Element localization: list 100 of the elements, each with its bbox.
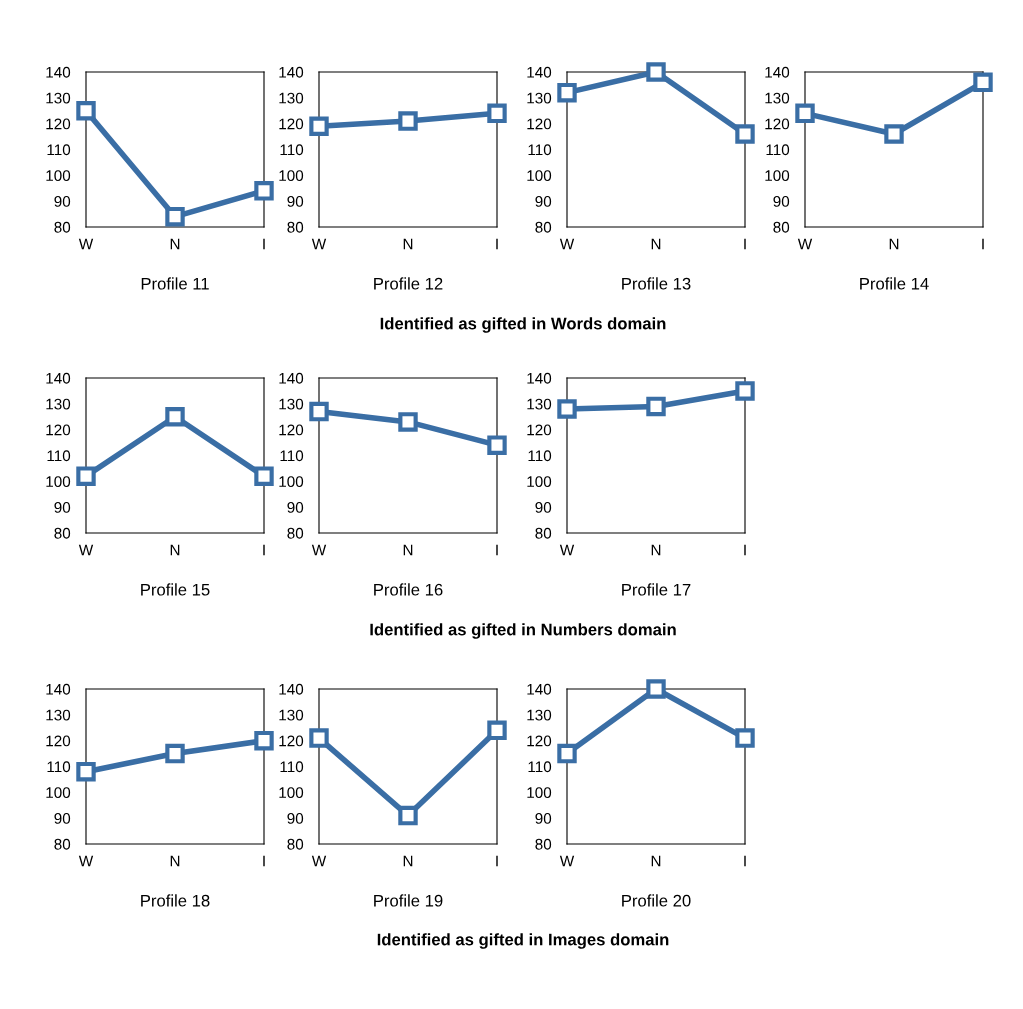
y-tick-label: 130 bbox=[279, 92, 304, 104]
x-axis-title: Profile 12 bbox=[374, 277, 443, 290]
x-axis-title: Profile 14 bbox=[860, 277, 929, 290]
y-tick-label: 140 bbox=[527, 66, 552, 78]
y-tick-label: 90 bbox=[287, 502, 304, 513]
y-tick-label: 90 bbox=[535, 502, 552, 513]
y-tick-label: 120 bbox=[527, 424, 552, 436]
x-tick-label: I bbox=[744, 544, 746, 556]
y-tick-label: 110 bbox=[47, 761, 71, 773]
y-tick-label: 100 bbox=[765, 170, 790, 182]
y-tick-label: 100 bbox=[46, 170, 71, 182]
x-axis-title: Profile 18 bbox=[141, 894, 210, 907]
x-axis-title: Profile 19 bbox=[374, 894, 443, 907]
y-tick-label: 130 bbox=[527, 398, 552, 410]
y-tick-label: 90 bbox=[287, 813, 304, 824]
y-tick-label: 100 bbox=[279, 787, 304, 799]
x-tick-label: W bbox=[311, 855, 327, 867]
y-tick-label: 110 bbox=[528, 144, 552, 156]
point bbox=[165, 206, 185, 227]
point bbox=[884, 124, 904, 144]
x-tick-label: W bbox=[311, 544, 327, 556]
point bbox=[973, 72, 993, 93]
x-tick-label: I bbox=[263, 238, 265, 250]
y-tick-label: 140 bbox=[46, 683, 71, 695]
y-tick-label: 140 bbox=[765, 66, 790, 78]
x-axis-title: Profile 13 bbox=[622, 277, 691, 290]
y-tick-label: 110 bbox=[47, 144, 71, 156]
point bbox=[398, 412, 418, 432]
y-tick-label: 130 bbox=[527, 92, 552, 104]
y-tick-label: 80 bbox=[287, 527, 304, 539]
point bbox=[487, 435, 507, 455]
y-tick-label: 90 bbox=[54, 813, 71, 824]
y-tick-label: 90 bbox=[287, 196, 304, 207]
y-tick-label: 120 bbox=[527, 118, 552, 130]
y-tick-label: 130 bbox=[46, 709, 71, 721]
y-tick-label: 120 bbox=[46, 424, 71, 436]
x-tick-label: N bbox=[651, 238, 661, 250]
y-tick-label: 100 bbox=[527, 787, 552, 799]
y-tick-label: 120 bbox=[46, 118, 71, 130]
y-tick-label: 140 bbox=[527, 683, 552, 695]
x-tick-label: I bbox=[744, 238, 746, 250]
y-tick-label: 130 bbox=[279, 709, 304, 721]
x-tick-label: N bbox=[889, 238, 899, 250]
y-tick-label: 100 bbox=[279, 170, 304, 182]
x-axis-title: Profile 15 bbox=[141, 583, 210, 596]
point bbox=[487, 103, 507, 124]
y-tick-label: 130 bbox=[46, 398, 71, 410]
x-tick-label: W bbox=[559, 238, 575, 250]
x-tick-label: N bbox=[403, 544, 413, 556]
x-tick-label: I bbox=[263, 544, 265, 556]
x-tick-label: N bbox=[170, 544, 180, 556]
point bbox=[646, 679, 666, 699]
x-tick-label: I bbox=[263, 855, 265, 867]
y-tick-label: 140 bbox=[46, 372, 71, 384]
point bbox=[557, 82, 577, 103]
y-tick-label: 80 bbox=[535, 221, 552, 233]
point bbox=[398, 111, 418, 131]
y-tick-label: 90 bbox=[54, 196, 71, 207]
y-tick-label: 110 bbox=[528, 450, 552, 462]
text: Identified as gifted in Images domain bbox=[377, 933, 669, 949]
y-tick-label: 100 bbox=[279, 476, 304, 488]
point bbox=[254, 181, 274, 201]
point bbox=[309, 116, 329, 136]
y-tick-label: 130 bbox=[527, 709, 552, 721]
y-tick-label: 140 bbox=[279, 683, 304, 695]
point bbox=[557, 743, 577, 764]
y-tick-label: 140 bbox=[279, 66, 304, 78]
y-tick-label: 110 bbox=[280, 144, 304, 156]
y-tick-label: 90 bbox=[535, 196, 552, 207]
x-axis-title: Profile 20 bbox=[622, 894, 691, 907]
x-tick-label: I bbox=[982, 238, 984, 250]
y-tick-label: 100 bbox=[527, 476, 552, 488]
x-tick-label: I bbox=[744, 855, 746, 867]
point bbox=[165, 743, 185, 764]
y-tick-label: 130 bbox=[765, 92, 790, 104]
point bbox=[646, 396, 666, 417]
x-tick-label: W bbox=[559, 544, 575, 556]
y-tick-label: 80 bbox=[54, 527, 71, 539]
x-tick-label: N bbox=[403, 855, 413, 867]
y-tick-label: 90 bbox=[535, 813, 552, 824]
point bbox=[309, 401, 329, 422]
y-tick-label: 120 bbox=[46, 735, 71, 747]
y-tick-label: 90 bbox=[773, 196, 790, 207]
y-tick-label: 140 bbox=[527, 372, 552, 384]
point bbox=[76, 761, 96, 782]
x-tick-label: W bbox=[311, 238, 327, 250]
y-tick-label: 100 bbox=[46, 476, 71, 488]
y-tick-label: 80 bbox=[54, 221, 71, 233]
x-tick-label: W bbox=[78, 855, 94, 867]
y-tick-label: 80 bbox=[287, 221, 304, 233]
y-tick-label: 100 bbox=[46, 787, 71, 799]
y-tick-label: 110 bbox=[528, 761, 552, 773]
y-tick-label: 90 bbox=[54, 502, 71, 513]
y-tick-label: 80 bbox=[773, 221, 790, 233]
x-axis-title: Profile 17 bbox=[622, 583, 691, 596]
x-tick-label: I bbox=[496, 544, 498, 556]
x-tick-label: W bbox=[78, 544, 94, 556]
y-tick-label: 140 bbox=[279, 372, 304, 384]
y-tick-label: 120 bbox=[765, 118, 790, 130]
x-tick-label: I bbox=[496, 855, 498, 867]
